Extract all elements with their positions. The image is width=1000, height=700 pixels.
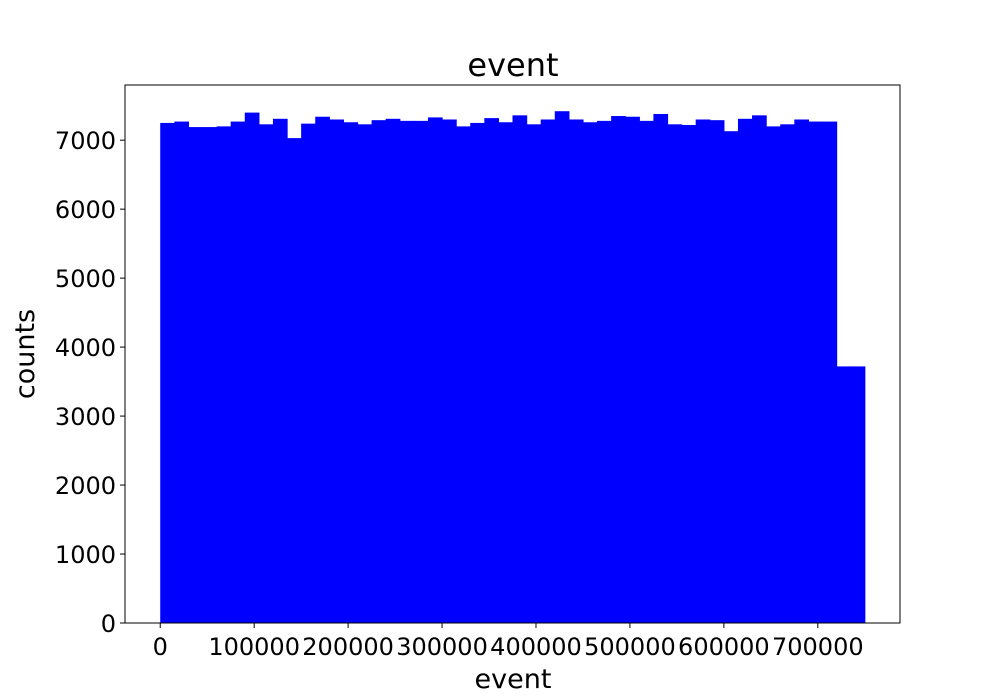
histogram-bar [244, 112, 260, 623]
histogram-bar [230, 121, 246, 624]
y-tick-label: 3000 [55, 403, 116, 431]
chart-title: event [467, 46, 558, 84]
histogram-bar [681, 125, 697, 623]
histogram-bar [258, 124, 274, 624]
histogram-bar [639, 120, 655, 623]
histogram-bar [526, 124, 542, 624]
y-tick-label: 5000 [55, 265, 116, 293]
histogram-bar [202, 127, 218, 624]
histogram-bar [427, 117, 443, 624]
histogram-bar [188, 127, 204, 624]
histogram-bar [470, 122, 485, 623]
histogram-bar [343, 122, 359, 623]
histogram-bar [822, 121, 838, 624]
histogram-bar [399, 120, 415, 623]
histogram-bar [794, 119, 810, 623]
histogram-bar [667, 124, 683, 624]
y-tick-label: 2000 [55, 472, 116, 500]
histogram-bar [272, 118, 288, 624]
histogram-bar [498, 122, 514, 623]
histogram-bar [611, 116, 626, 624]
histogram-bar [780, 124, 795, 624]
histogram-bar [625, 116, 640, 623]
x-tick-label: 500000 [584, 633, 676, 661]
x-tick-label: 100000 [208, 633, 300, 661]
x-tick-label: 400000 [490, 633, 582, 661]
y-tick-label: 1000 [55, 541, 116, 569]
histogram-bar [723, 131, 739, 623]
histogram-bar [315, 116, 330, 623]
histogram-bar [836, 366, 852, 623]
x-tick-label: 600000 [678, 633, 770, 661]
x-axis-label: event [475, 664, 552, 695]
x-tick-label: 700000 [772, 633, 864, 661]
y-tick-label: 6000 [55, 196, 116, 224]
y-axis-label: counts [10, 309, 41, 399]
histogram-bar [371, 120, 387, 623]
histogram-bar [582, 122, 598, 623]
histogram-bar [385, 118, 401, 624]
histogram-bar [357, 124, 373, 624]
histogram-bar [216, 126, 232, 623]
histogram-bar [287, 138, 302, 623]
histogram-bar [512, 115, 528, 623]
histogram-bar [160, 122, 175, 623]
histogram-bar [540, 119, 556, 623]
histogram-bar [737, 118, 753, 624]
histogram-bar [709, 120, 725, 623]
y-tick-label: 0 [101, 610, 116, 638]
x-tick-label: 200000 [302, 633, 394, 661]
histogram-bar [752, 115, 767, 623]
histogram-bar [456, 126, 471, 623]
histogram-bar [484, 118, 500, 623]
histogram-bar [695, 119, 711, 623]
x-tick-label: 300000 [396, 633, 488, 661]
histogram-bar [413, 120, 429, 623]
histogram-bar [174, 121, 190, 624]
histogram-bar [329, 119, 345, 623]
x-axis: 0 100000 200000 300000 400000 500000 600000 700… [153, 623, 864, 661]
histogram-bar [442, 119, 457, 623]
bars-group [160, 111, 866, 624]
y-axis: 0 1000 2000 3000 4000 5000 6000 7000 [55, 127, 125, 638]
x-tick-label: 0 [153, 633, 168, 661]
histogram-bar [597, 120, 612, 623]
histogram-bar [766, 126, 781, 623]
histogram-bar [301, 123, 316, 623]
y-tick-label: 7000 [55, 127, 116, 155]
histogram-bar [850, 366, 866, 623]
histogram-bar [568, 119, 584, 623]
histogram-bar [554, 111, 570, 623]
histogram-bar [808, 121, 824, 624]
y-tick-label: 4000 [55, 334, 116, 362]
histogram-bar [653, 113, 669, 623]
plot-frame [124, 84, 901, 624]
